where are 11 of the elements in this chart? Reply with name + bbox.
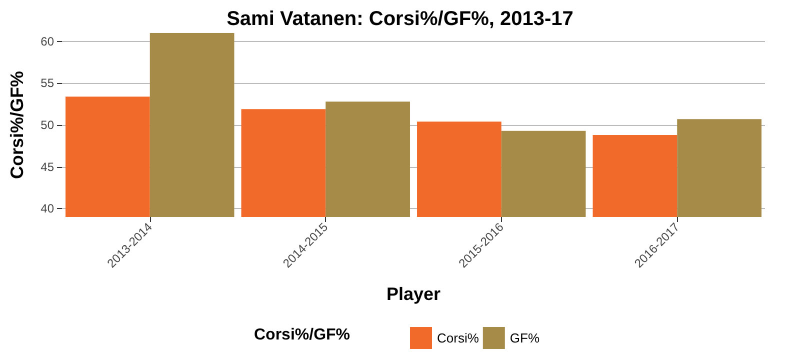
y-tick-label: 40: [40, 202, 54, 216]
legend-label: Corsi%: [437, 330, 480, 346]
x-axis-title: Player: [386, 284, 441, 304]
y-tick-label: 45: [40, 160, 54, 174]
y-tick-label: 55: [40, 76, 54, 90]
legend-title: Corsi%/GF%: [254, 326, 350, 344]
y-tick-label: 60: [40, 34, 54, 48]
legend-label: GF%: [510, 330, 540, 346]
y-axis-title: Corsi%/GF%: [7, 70, 27, 180]
chart-title: Sami Vatanen: Corsi%/GF%, 2013-17: [226, 8, 574, 30]
y-tick-label: 50: [40, 118, 54, 132]
